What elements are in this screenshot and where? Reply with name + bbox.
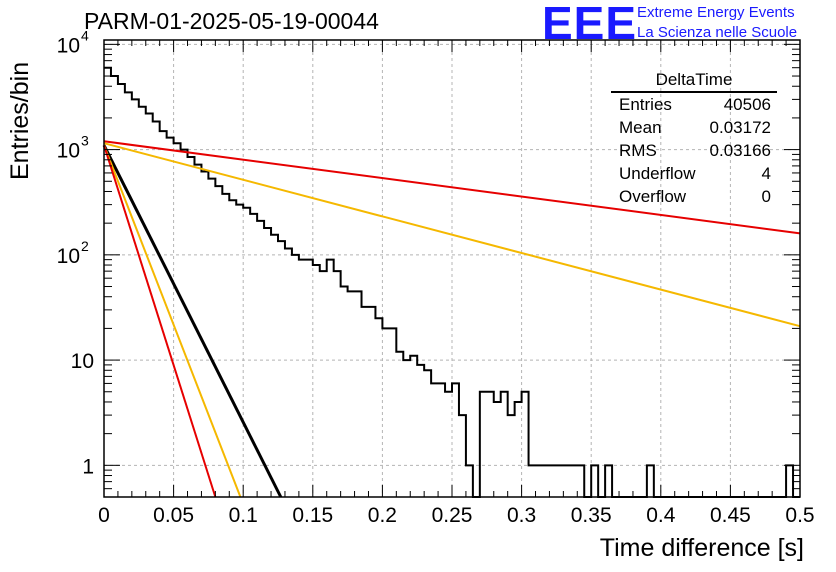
stats-title: DeltaTime bbox=[611, 70, 777, 93]
stats-label: Overflow bbox=[619, 187, 687, 206]
stats-row: Mean 0.03172 bbox=[611, 116, 777, 139]
stats-label: RMS bbox=[619, 141, 657, 160]
x-tick-label: 0.2 bbox=[368, 504, 397, 527]
fit-line bbox=[103, 144, 242, 498]
x-tick-label: 0.4 bbox=[646, 504, 676, 527]
fit-lines bbox=[102, 140, 801, 498]
y-tick-exponent: 2 bbox=[81, 238, 89, 254]
x-tick-label: 0.15 bbox=[292, 504, 333, 527]
stats-value: 4 bbox=[761, 164, 771, 183]
x-tick-label: 0.35 bbox=[571, 504, 612, 527]
stats-value: 0 bbox=[761, 187, 771, 206]
x-tick-label: 0.25 bbox=[432, 504, 473, 527]
y-tick-label: 10 bbox=[57, 140, 80, 163]
chart-title: PARM-01-2025-05-19-00044 bbox=[84, 8, 379, 34]
x-tick-label: 0.1 bbox=[229, 504, 258, 527]
fit-line bbox=[102, 144, 283, 498]
stats-label: Entries bbox=[619, 95, 672, 114]
stats-label: Mean bbox=[619, 118, 662, 137]
y-tick-label: 10 bbox=[57, 245, 80, 268]
x-axis: 0 0.05 0.1 0.15 0.2 0.25 0.3 0.35 0.4 0.45 0.5 bbox=[98, 40, 815, 527]
y-tick-label: 1 bbox=[82, 455, 94, 478]
stats-value: 40506 bbox=[723, 95, 771, 114]
stats-label: Underflow bbox=[619, 164, 696, 183]
stats-box: DeltaTime Entries 40506 Mean 0.03172 RMS 0.… bbox=[611, 70, 777, 208]
stats-value: 0.03166 bbox=[709, 141, 771, 160]
x-tick-label: 0 bbox=[98, 504, 110, 527]
stats-row: Overflow 0 bbox=[611, 185, 777, 208]
y-axis-label: Entries/bin bbox=[6, 61, 34, 180]
x-axis-label: Time difference [s] bbox=[599, 534, 804, 562]
x-tick-label: 0.45 bbox=[710, 504, 751, 527]
eee-logo: EEE bbox=[542, 0, 638, 49]
stats-value: 0.03172 bbox=[709, 118, 771, 137]
fit-line bbox=[103, 140, 801, 235]
y-tick-label: 10 bbox=[57, 34, 80, 57]
org-subtitle: La Scienza nelle Scuole bbox=[637, 24, 798, 41]
stats-row: Underflow 4 bbox=[611, 162, 777, 185]
fit-line bbox=[103, 142, 801, 328]
x-tick-label: 0.5 bbox=[785, 504, 814, 527]
y-tick-exponent: 4 bbox=[81, 27, 89, 43]
fit-line bbox=[103, 144, 217, 498]
x-tick-label: 0.05 bbox=[153, 504, 194, 527]
x-tick-label: 0.3 bbox=[507, 504, 536, 527]
org-name: Extreme Energy Events bbox=[637, 4, 795, 21]
y-tick-label: 10 bbox=[71, 350, 94, 373]
stats-row: Entries 40506 bbox=[611, 93, 777, 116]
stats-row: RMS 0.03166 bbox=[611, 139, 777, 162]
y-tick-exponent: 3 bbox=[81, 133, 89, 149]
